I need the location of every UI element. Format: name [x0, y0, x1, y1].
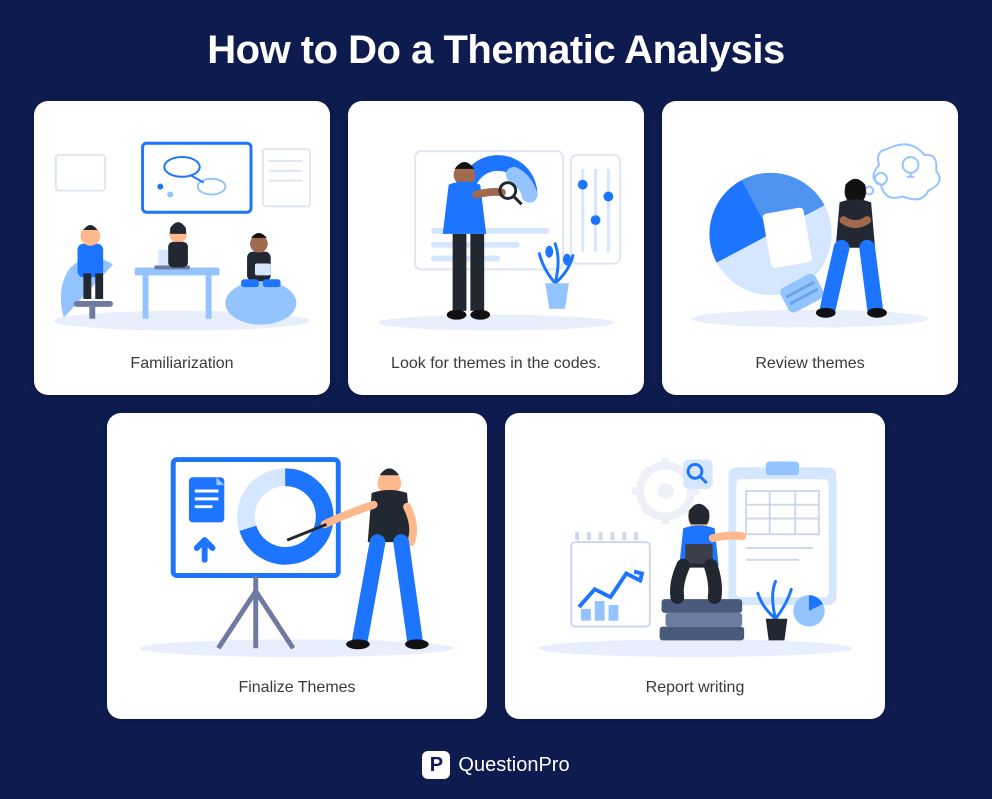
illustration-idea	[672, 111, 948, 347]
brand-name: QuestionPro	[458, 754, 569, 777]
brand-logo-icon: P	[422, 751, 450, 779]
illustration-report	[515, 423, 875, 671]
illustration-team	[44, 111, 320, 347]
card-look-for-themes: Look for themes in the codes.	[348, 101, 644, 395]
illustration-presentation	[117, 423, 477, 671]
caption: Report writing	[646, 679, 745, 697]
card-report-writing: Report writing	[505, 413, 885, 719]
caption: Review themes	[755, 355, 864, 373]
footer-brand: P QuestionPro	[0, 751, 992, 779]
page-title: How to Do a Thematic Analysis	[0, 0, 992, 83]
card-grid-row-1: Familiarization	[0, 83, 992, 395]
card-review-themes: Review themes	[662, 101, 958, 395]
card-grid-row-2: Finalize Themes	[0, 395, 992, 719]
caption: Familiarization	[130, 355, 233, 373]
caption: Finalize Themes	[238, 679, 355, 697]
card-finalize-themes: Finalize Themes	[107, 413, 487, 719]
card-familiarization: Familiarization	[34, 101, 330, 395]
illustration-analyze	[358, 111, 634, 347]
caption: Look for themes in the codes.	[391, 355, 601, 373]
